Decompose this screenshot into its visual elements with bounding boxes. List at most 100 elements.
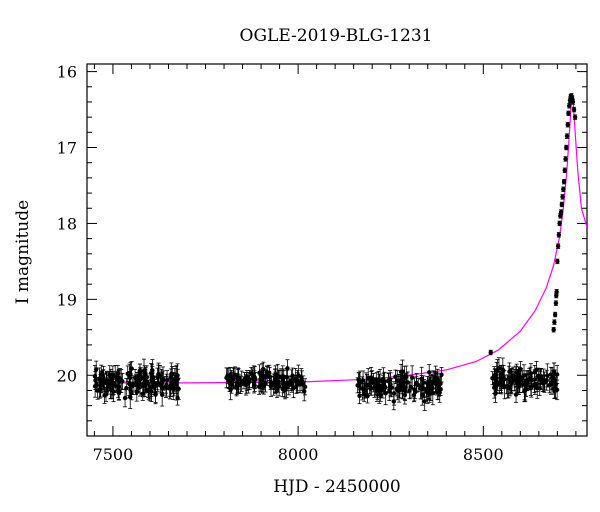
data-marker <box>490 375 495 381</box>
data-marker <box>376 379 381 385</box>
x-tick-label: 7500 <box>93 445 134 464</box>
data-marker <box>159 375 164 381</box>
data-marker <box>552 312 558 317</box>
data-point <box>260 367 266 389</box>
data-point <box>564 133 570 139</box>
x-tick-label: 8000 <box>278 445 319 464</box>
data-marker <box>542 379 547 385</box>
data-marker <box>281 382 286 387</box>
data-point <box>234 375 239 397</box>
data-point <box>146 379 151 400</box>
plot-frame <box>86 63 588 437</box>
data-marker <box>424 389 429 394</box>
data-marker <box>152 382 157 387</box>
data-point <box>557 220 562 227</box>
data-marker <box>295 378 300 383</box>
data-marker <box>428 389 434 394</box>
data-marker <box>561 187 566 192</box>
data-marker <box>153 392 158 397</box>
data-marker <box>387 389 392 394</box>
data-point <box>514 363 519 382</box>
data-marker <box>494 383 500 388</box>
plot-area <box>86 63 588 437</box>
data-point <box>550 373 555 391</box>
data-point <box>559 201 565 208</box>
data-marker <box>141 368 147 374</box>
data-marker <box>383 391 388 396</box>
data-point <box>521 364 527 387</box>
data-marker <box>421 380 426 385</box>
data-marker <box>534 367 539 373</box>
data-marker <box>391 399 396 404</box>
data-point <box>129 361 134 377</box>
data-marker <box>107 372 112 378</box>
data-point <box>563 156 568 162</box>
data-point <box>402 376 408 401</box>
data-marker <box>363 382 369 387</box>
data-point <box>224 367 229 389</box>
data-point <box>389 378 394 398</box>
data-point <box>116 382 122 400</box>
data-point <box>542 371 547 393</box>
data-point <box>552 311 558 318</box>
data-point <box>562 167 567 173</box>
data-marker <box>92 383 98 389</box>
data-point <box>107 365 112 386</box>
data-point <box>571 106 577 113</box>
data-marker <box>290 373 295 378</box>
data-marker <box>371 380 376 385</box>
data-point <box>414 376 419 392</box>
data-marker <box>378 392 383 398</box>
data-point <box>514 376 520 391</box>
data-marker <box>551 327 556 332</box>
data-marker <box>552 319 557 325</box>
tick-labels: 7500 8000 8500 16 17 18 19 20 <box>57 63 504 464</box>
data-point <box>92 374 98 398</box>
data-marker <box>420 392 425 398</box>
chart-title: OGLE-2019-BLG-1231 <box>240 26 433 46</box>
data-point <box>399 375 405 395</box>
data-point <box>282 381 288 400</box>
model-curve-layer <box>94 95 587 384</box>
data-marker <box>241 380 247 386</box>
data-point <box>561 178 567 185</box>
data-point <box>554 365 560 384</box>
data-point <box>127 363 132 388</box>
data-point <box>267 367 272 386</box>
data-marker <box>136 380 141 386</box>
data-point <box>556 232 562 238</box>
data-marker <box>264 370 270 375</box>
data-point <box>529 375 534 398</box>
data-marker <box>498 378 503 384</box>
data-point <box>551 327 556 333</box>
data-marker <box>537 376 543 382</box>
data-point <box>143 376 148 393</box>
data-marker <box>365 393 370 399</box>
data-marker <box>260 376 266 381</box>
y-axis-label: I magnitude <box>13 200 33 304</box>
y-tick-label: 19 <box>57 290 77 309</box>
data-marker <box>555 259 560 264</box>
data-point <box>502 374 507 400</box>
data-marker <box>563 156 568 162</box>
axis-ticks <box>87 64 587 437</box>
data-point <box>264 365 270 380</box>
data-point <box>395 370 400 392</box>
data-point <box>97 380 102 399</box>
data-marker <box>97 387 102 392</box>
data-marker <box>521 373 527 378</box>
data-marker <box>398 369 404 375</box>
data-point <box>508 368 514 393</box>
data-point <box>244 370 250 384</box>
data-marker <box>173 375 179 380</box>
data-point <box>409 365 415 390</box>
data-marker <box>94 367 99 372</box>
data-point <box>299 368 304 387</box>
data-marker <box>285 366 290 371</box>
data-marker <box>555 244 561 249</box>
data-point <box>490 371 495 386</box>
data-marker <box>360 378 366 383</box>
data-marker <box>99 372 104 378</box>
data-point <box>376 371 381 394</box>
